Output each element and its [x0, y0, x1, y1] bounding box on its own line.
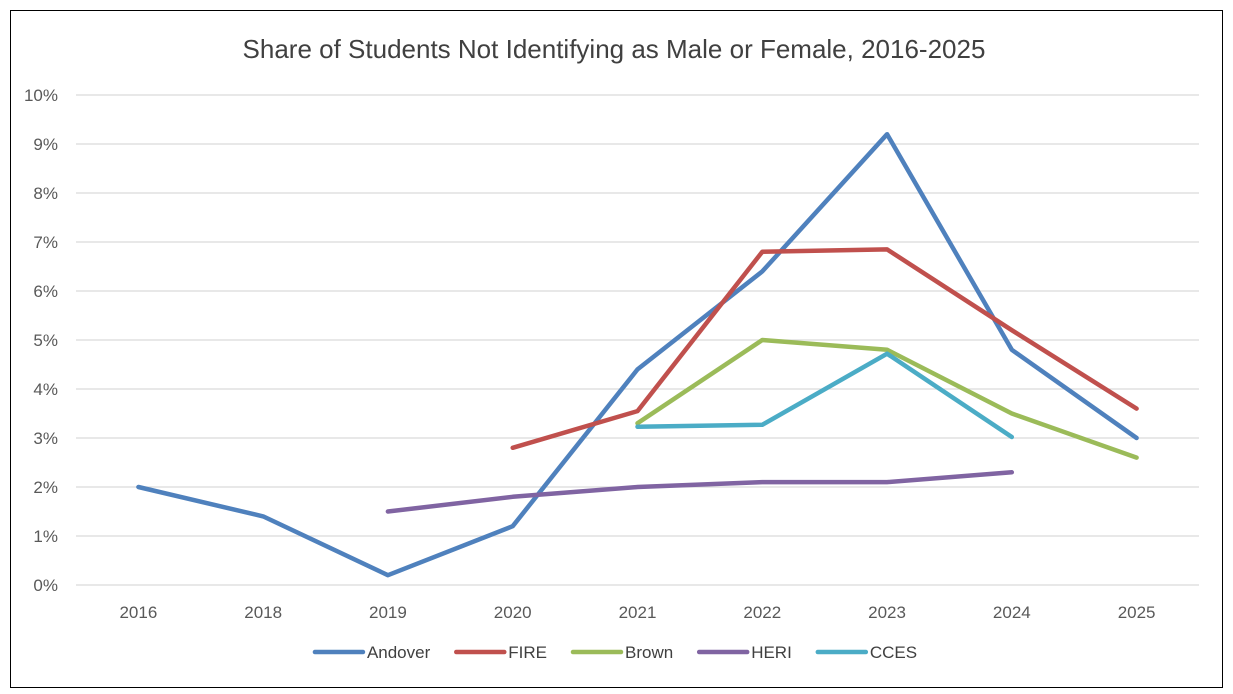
y-axis-ticks: 0% 1% 2% 3% 4% 5% 6% 7% 8% 9% 10%	[24, 86, 58, 595]
y-tick-label: 2%	[33, 478, 58, 497]
legend-label-fire: FIRE	[508, 643, 547, 662]
y-tick-label: 10%	[24, 86, 58, 105]
series-line-andover	[136, 131, 1139, 578]
legend-label-heri: HERI	[751, 643, 792, 662]
series-line-heri	[385, 470, 1015, 514]
y-tick-label: 7%	[33, 233, 58, 252]
series-line-brown	[635, 337, 1139, 460]
gridlines	[76, 94, 1199, 586]
chart-title: Share of Students Not Identifying as Mal…	[243, 34, 986, 64]
legend-label-cces: CCES	[870, 643, 917, 662]
x-axis-ticks: 2016 2018 2019 2020 2021 2022 2023 2024 2025	[119, 603, 1155, 622]
legend: Andover FIRE Brown HERI CCES	[312, 643, 917, 662]
y-tick-label: 8%	[33, 184, 58, 203]
y-tick-label: 6%	[33, 282, 58, 301]
y-tick-label: 1%	[33, 527, 58, 546]
y-tick-label: 0%	[33, 576, 58, 595]
x-tick-label: 2023	[868, 603, 906, 622]
y-tick-label: 9%	[33, 135, 58, 154]
legend-label-andover: Andover	[367, 643, 431, 662]
x-tick-label: 2020	[494, 603, 532, 622]
x-tick-label: 2021	[619, 603, 657, 622]
line-chart: Share of Students Not Identifying as Mal…	[24, 34, 1199, 662]
series-line-fire	[510, 247, 1139, 451]
x-tick-label: 2022	[743, 603, 781, 622]
series-lines	[136, 131, 1139, 578]
y-tick-label: 4%	[33, 380, 58, 399]
y-tick-label: 3%	[33, 429, 58, 448]
y-tick-label: 5%	[33, 331, 58, 350]
x-tick-label: 2016	[119, 603, 157, 622]
chart-frame: Share of Students Not Identifying as Mal…	[10, 10, 1223, 688]
series-line-cces	[635, 351, 1015, 440]
x-tick-label: 2024	[993, 603, 1031, 622]
x-tick-label: 2018	[244, 603, 282, 622]
legend-label-brown: Brown	[625, 643, 673, 662]
x-tick-label: 2019	[369, 603, 407, 622]
x-tick-label: 2025	[1118, 603, 1156, 622]
